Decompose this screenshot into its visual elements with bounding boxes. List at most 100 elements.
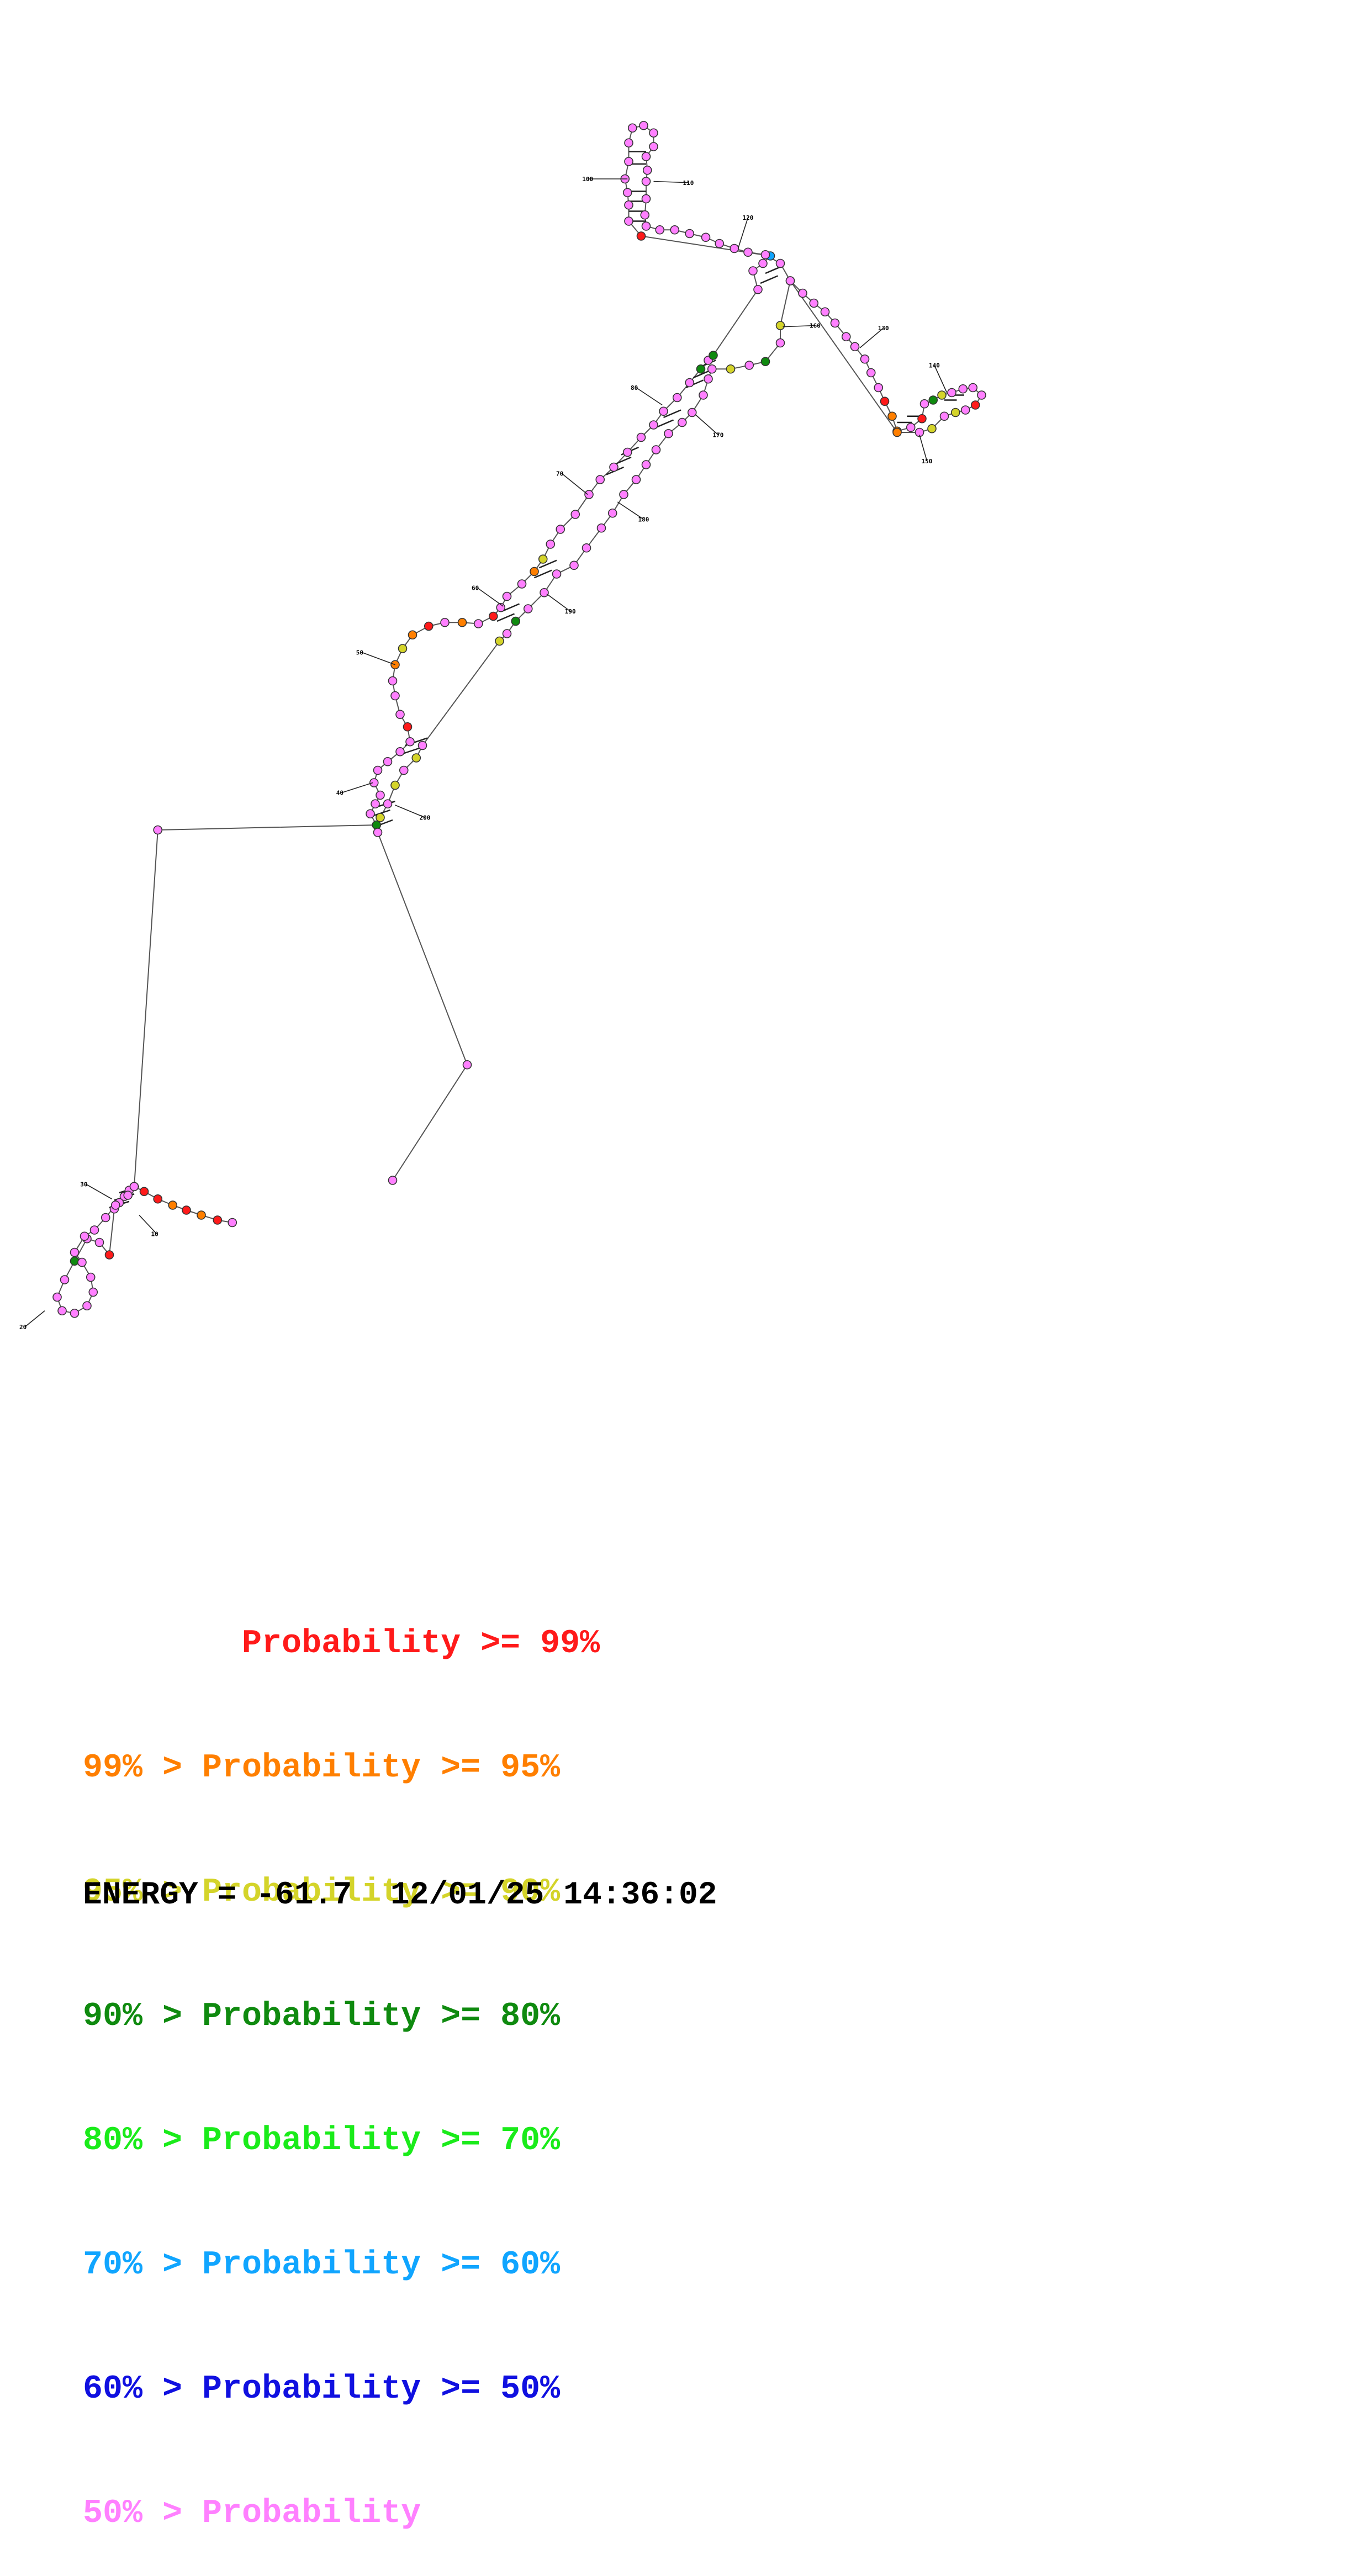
legend-prefix: 80% > xyxy=(83,2122,203,2160)
legend-row: 95% > Probability >= 90% xyxy=(83,1872,600,1913)
legend-row: Probability >= 99% xyxy=(83,1623,600,1665)
nucleotide-circle xyxy=(94,1237,104,1247)
nucleotide-circle xyxy=(641,460,651,469)
legend-label: Probability >= 90% xyxy=(202,1874,561,1911)
nucleotide-circle xyxy=(462,1060,472,1070)
nucleotide-circle xyxy=(677,417,687,427)
nucleotide-circle xyxy=(517,579,527,589)
nucleotide-circle xyxy=(641,177,651,186)
nucleotide-circle xyxy=(70,1247,80,1257)
position-label: 180 xyxy=(638,516,649,523)
nucleotide-circle xyxy=(641,194,651,204)
nucleotide-circle xyxy=(153,825,163,835)
nucleotide-circle xyxy=(830,318,840,328)
nucleotide-circle xyxy=(622,447,632,457)
nucleotide-circle xyxy=(841,332,851,342)
nucleotide-circle xyxy=(70,1256,80,1266)
nucleotide-circle xyxy=(371,799,380,809)
nucleotide-circle xyxy=(640,210,650,220)
nucleotide-circle xyxy=(70,1308,80,1318)
position-label: 70 xyxy=(556,470,563,477)
legend-prefix: 95% > xyxy=(83,1874,203,1911)
nucleotide-circle xyxy=(696,364,706,374)
label-tick xyxy=(783,325,816,327)
nucleotide-circle xyxy=(715,239,725,248)
nucleotide-circle xyxy=(88,1287,98,1297)
label-tick xyxy=(341,782,373,794)
nucleotide-circle xyxy=(129,1182,139,1192)
nucleotide-circle xyxy=(775,258,785,268)
legend-label: Probability xyxy=(202,2495,421,2532)
nucleotide-circle xyxy=(369,778,379,787)
nucleotide-circle xyxy=(649,142,658,151)
nucleotide-circle xyxy=(609,462,619,472)
nucleotide-circle xyxy=(213,1215,223,1225)
nucleotide-circle xyxy=(874,383,884,393)
nucleotide-circle xyxy=(373,828,383,837)
nucleotide-circle xyxy=(906,422,916,432)
nucleotide-circle xyxy=(390,691,400,701)
nucleotide-circle xyxy=(685,378,695,388)
nucleotide-circle xyxy=(376,813,385,822)
backbone-line xyxy=(56,125,982,1314)
backbone-lines xyxy=(56,125,982,1314)
legend-row: 70% > Probability >= 60% xyxy=(83,2245,600,2286)
label-tick xyxy=(139,1214,157,1234)
nucleotide-circle xyxy=(659,406,668,416)
position-label: 10 xyxy=(151,1230,158,1237)
base-pair-line xyxy=(656,419,674,429)
label-tick xyxy=(85,1183,112,1199)
nucleotide-circle xyxy=(726,364,736,374)
nucleotide-circle xyxy=(624,157,633,166)
nucleotide-circle xyxy=(670,225,680,235)
legend-label: Probability >= 70% xyxy=(202,2122,561,2160)
nucleotide-circle xyxy=(950,408,960,417)
nucleotide-circle xyxy=(80,1231,89,1241)
label-tick xyxy=(546,593,571,612)
position-label: 170 xyxy=(713,432,724,439)
nucleotide-circle xyxy=(699,390,708,400)
nucleotides xyxy=(52,120,986,1318)
nucleotide-circle xyxy=(399,765,409,775)
legend-label: Probability >= 99% xyxy=(242,1625,600,1663)
nucleotide-circle xyxy=(860,354,870,364)
base-pair-line xyxy=(663,409,681,419)
nucleotide-circle xyxy=(398,644,408,653)
label-tick xyxy=(24,1310,45,1327)
nucleotide-circle xyxy=(685,229,695,239)
nucleotide-circle xyxy=(887,411,897,421)
nucleotide-circle xyxy=(530,567,539,576)
position-label: 140 xyxy=(929,362,940,369)
legend-label: Probability >= 60% xyxy=(202,2246,561,2284)
nucleotide-circle xyxy=(405,737,415,747)
base-pair-line xyxy=(534,569,552,579)
nucleotide-circle xyxy=(970,400,980,410)
nucleotide-circle xyxy=(937,390,947,400)
position-label: 130 xyxy=(878,325,889,332)
nucleotide-circle xyxy=(939,411,949,421)
energy-timestamp: ENERGY = -61.7 12/01/25 14:36:02 xyxy=(83,1877,717,1913)
nucleotide-circle xyxy=(687,408,697,417)
position-label: 80 xyxy=(631,384,638,392)
nucleotide-circle xyxy=(153,1194,163,1204)
nucleotide-circle xyxy=(457,617,467,627)
label-tick xyxy=(361,652,395,665)
nucleotide-circle xyxy=(655,225,665,235)
nucleotide-circle xyxy=(582,543,591,553)
nucleotide-circle xyxy=(915,427,924,437)
nucleotide-circle xyxy=(892,427,902,437)
nucleotide-circle xyxy=(511,616,521,626)
nucleotide-circle xyxy=(584,490,594,499)
nucleotide-circle xyxy=(552,569,562,579)
nucleotide-circle xyxy=(366,809,375,819)
nucleotide-circle xyxy=(523,604,533,613)
nucleotide-circle xyxy=(411,753,421,763)
nucleotide-circle xyxy=(760,250,770,260)
nucleotide-circle xyxy=(672,393,682,403)
nucleotide-circle xyxy=(197,1210,206,1220)
nucleotide-circle xyxy=(546,539,556,549)
nucleotide-circle xyxy=(168,1200,178,1210)
nucleotide-circle xyxy=(743,247,753,257)
nucleotide-circle xyxy=(52,1292,62,1302)
legend-prefix: 60% > xyxy=(83,2371,203,2408)
